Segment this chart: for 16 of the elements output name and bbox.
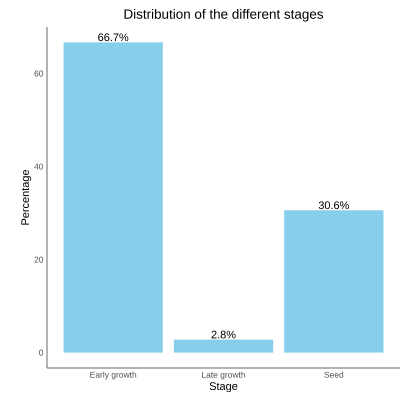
x-tick-label: Early growth	[90, 372, 136, 380]
y-tick-label: 40	[34, 164, 44, 170]
y-tick-label: 0	[39, 350, 44, 356]
bar	[284, 210, 384, 353]
x-tick-label: Late growth	[202, 372, 246, 380]
data-label: 30.6%	[318, 201, 349, 210]
chart-title: Distribution of the different stages	[124, 8, 324, 22]
x-axis-title: Stage	[210, 382, 238, 392]
y-axis-title: Percentage	[21, 170, 32, 225]
y-tick-label: 60	[34, 70, 44, 77]
bar	[64, 42, 163, 353]
data-label: 66.7%	[98, 33, 128, 42]
bar	[174, 340, 274, 353]
x-tick-label: Seed	[324, 372, 344, 378]
data-label: 2.8%	[212, 330, 236, 338]
y-tick-label: 20	[34, 256, 44, 263]
